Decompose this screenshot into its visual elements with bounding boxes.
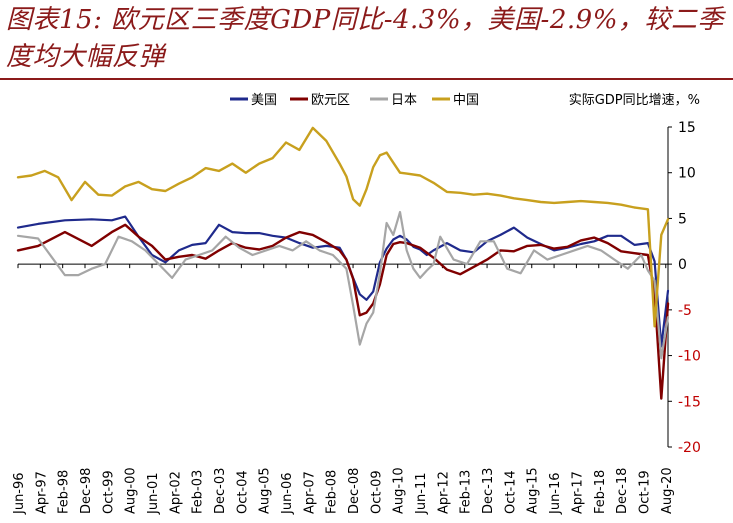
x-tick-label: Feb-18 [593, 470, 608, 514]
chart-title: 图表15: 欧元区三季度GDP同比-4.3%，美国-2.9%，较二季度均大幅反弹 [6, 5, 724, 72]
y-tick-label: -10 [678, 349, 701, 365]
x-tick-label: Apr-02 [168, 471, 183, 514]
x-tick-label: Feb-08 [325, 470, 340, 514]
y-tick-label: 0 [678, 257, 687, 273]
x-tick-label: Oct-04 [235, 470, 250, 514]
x-tick-label: Dec-18 [615, 468, 630, 514]
x-tick-label: Apr-97 [34, 471, 49, 514]
y-tick-label: 5 [678, 211, 687, 227]
x-tick-label: Apr-17 [570, 471, 585, 514]
y-axis-label: 实际GDP同比增速，% [569, 93, 700, 108]
x-tick-label: Apr-12 [436, 471, 451, 514]
series-line-日本 [16, 210, 670, 360]
x-tick-label: Dec-03 [213, 468, 228, 514]
x-tick-label: Apr-07 [302, 471, 317, 514]
legend-label: 中国 [453, 93, 479, 108]
y-tick-label: -5 [678, 303, 692, 319]
legend-label: 日本 [391, 93, 417, 108]
series-line-中国 [16, 126, 670, 328]
x-tick-label: Oct-14 [503, 470, 518, 514]
x-tick-label: Oct-19 [637, 470, 652, 514]
x-tick-label: Aug-15 [526, 467, 541, 514]
x-tick-label: Dec-98 [79, 468, 94, 514]
x-tick-label: Feb-13 [459, 470, 474, 514]
x-tick-label: Dec-08 [347, 468, 362, 514]
x-tick-label: Oct-99 [101, 470, 116, 514]
series-lines [16, 126, 670, 400]
y-tick-label: -15 [678, 394, 701, 410]
x-tick-label: Aug-00 [124, 467, 139, 514]
series-line-欧元区 [16, 223, 670, 400]
y-tick-label: -20 [678, 440, 701, 456]
x-tick-label: Jun-16 [548, 472, 563, 515]
y-tick-label: 10 [678, 166, 696, 182]
x-tick-label: Aug-05 [258, 467, 273, 514]
y-tick-label: 15 [678, 120, 696, 136]
x-tick-label: Jun-96 [12, 472, 27, 515]
axes: 15 10 5 0 -5 -10 -15 -20 Jun-96 Apr-97 Feb-98 Dec-9… [12, 120, 701, 515]
x-tick-label: Feb-98 [57, 470, 72, 514]
x-tick-label: Aug-20 [660, 467, 675, 514]
legend-label: 欧元区 [311, 93, 350, 108]
legend: 美国 欧元区 日本 中国 [230, 93, 479, 108]
x-tick-label: Jun-11 [414, 472, 429, 515]
x-tick-label: Jun-06 [280, 472, 295, 515]
legend-label: 美国 [251, 93, 277, 108]
series-line-美国 [16, 215, 670, 348]
x-tick-label: Dec-13 [481, 468, 496, 514]
x-tick-label: Jun-01 [146, 472, 161, 515]
x-tick-label: Aug-10 [392, 467, 407, 514]
x-tick-label: Oct-09 [369, 470, 384, 514]
title-divider [0, 78, 733, 80]
x-tick-label: Feb-03 [191, 470, 206, 514]
